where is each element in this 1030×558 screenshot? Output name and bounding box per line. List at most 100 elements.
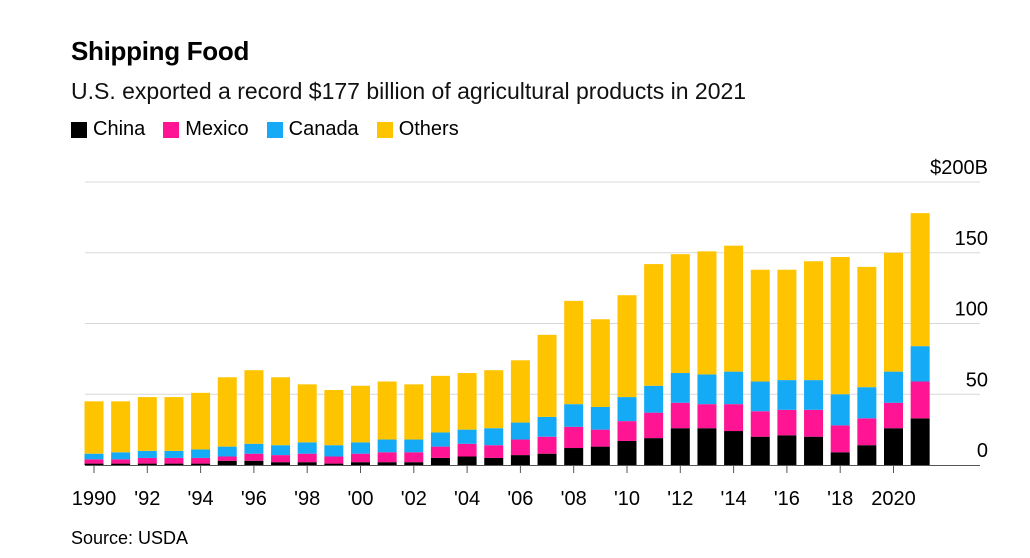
bar-canada-1992 bbox=[137, 450, 157, 458]
x-tick-label: '06 bbox=[507, 488, 533, 510]
bar-others-1993 bbox=[164, 397, 184, 451]
bar-canada-2009 bbox=[590, 406, 610, 430]
bar-others-2002 bbox=[404, 384, 424, 440]
legend: China Mexico Canada Others bbox=[71, 118, 477, 141]
legend-item-others: Others bbox=[376, 118, 459, 141]
bar-mexico-2006 bbox=[510, 439, 530, 456]
bar-china-2004 bbox=[457, 456, 477, 465]
bar-canada-2006 bbox=[510, 422, 530, 440]
bar-china-2002 bbox=[404, 462, 424, 465]
bar-mexico-2003 bbox=[430, 446, 450, 458]
bar-canada-1999 bbox=[324, 445, 344, 457]
bar-china-2016 bbox=[777, 435, 797, 465]
bar-mexico-2015 bbox=[750, 411, 770, 437]
bar-mexico-2011 bbox=[644, 412, 664, 439]
bar-canada-2007 bbox=[537, 416, 557, 437]
bar-china-1992 bbox=[137, 463, 157, 465]
bar-canada-2021 bbox=[910, 346, 930, 382]
bar-others-2004 bbox=[457, 373, 477, 430]
bar-mexico-1993 bbox=[164, 457, 184, 464]
bar-canada-2010 bbox=[617, 397, 637, 422]
chart-subtitle: U.S. exported a record $177 billion of a… bbox=[71, 78, 747, 104]
x-tick-label: 1990 bbox=[72, 488, 117, 510]
bar-canada-2020 bbox=[884, 371, 903, 403]
bar-others-2009 bbox=[590, 319, 610, 407]
bar-mexico-2004 bbox=[457, 443, 477, 457]
bar-mexico-2018 bbox=[830, 425, 850, 453]
bar-others-2017 bbox=[804, 261, 824, 381]
bar-mexico-2016 bbox=[777, 409, 797, 436]
bar-mexico-2007 bbox=[537, 436, 557, 454]
bar-china-2013 bbox=[697, 428, 717, 465]
bar-china-1993 bbox=[164, 463, 184, 465]
bar-others-1994 bbox=[191, 392, 211, 450]
bar-mexico-2020 bbox=[884, 402, 903, 429]
legend-swatch-mexico bbox=[163, 121, 180, 138]
legend-swatch-canada bbox=[266, 121, 283, 138]
bar-china-2021 bbox=[910, 418, 930, 465]
x-tick-label: '92 bbox=[134, 488, 160, 510]
bar-canada-2015 bbox=[750, 381, 770, 412]
x-tick-label: '04 bbox=[454, 488, 480, 510]
bar-china-1997 bbox=[271, 462, 291, 465]
bar-canada-2011 bbox=[644, 385, 664, 413]
bar-china-2009 bbox=[590, 446, 610, 465]
x-tick-label: '96 bbox=[241, 488, 267, 510]
legend-item-china: China bbox=[71, 118, 145, 141]
bar-others-2001 bbox=[377, 381, 397, 440]
bar-mexico-2001 bbox=[377, 452, 397, 463]
bar-others-2021 bbox=[910, 213, 930, 347]
bar-canada-2005 bbox=[484, 428, 504, 446]
y-tick-label: 100 bbox=[955, 299, 988, 321]
bar-canada-2003 bbox=[430, 432, 450, 447]
bars bbox=[84, 213, 930, 465]
bar-others-2007 bbox=[537, 334, 557, 417]
legend-label-china: China bbox=[93, 118, 146, 140]
y-tick-label: 0 bbox=[977, 440, 988, 462]
bar-canada-1994 bbox=[191, 449, 211, 458]
x-tick-label: '00 bbox=[347, 488, 373, 510]
bar-mexico-2021 bbox=[910, 381, 930, 419]
y-tick-label: 50 bbox=[966, 369, 988, 391]
bar-china-1994 bbox=[191, 463, 211, 465]
y-tick-label: 150 bbox=[955, 228, 988, 250]
bar-others-2008 bbox=[564, 300, 584, 405]
bar-canada-1990 bbox=[84, 453, 104, 460]
bar-canada-1991 bbox=[111, 452, 131, 460]
bar-china-1990 bbox=[84, 463, 104, 465]
x-tick-label: '14 bbox=[721, 488, 747, 510]
bar-canada-2019 bbox=[857, 387, 877, 419]
bar-mexico-2017 bbox=[804, 409, 824, 437]
legend-label-mexico: Mexico bbox=[185, 118, 249, 140]
x-tick-label: '08 bbox=[561, 488, 587, 510]
bar-mexico-1996 bbox=[244, 453, 264, 461]
bar-others-2012 bbox=[670, 254, 690, 374]
bar-mexico-2005 bbox=[484, 445, 504, 458]
bar-canada-2008 bbox=[564, 404, 584, 427]
x-tick-label: '02 bbox=[401, 488, 427, 510]
bar-china-2019 bbox=[857, 445, 877, 465]
bar-others-1990 bbox=[84, 401, 104, 454]
bar-mexico-2002 bbox=[404, 452, 424, 463]
bar-mexico-2019 bbox=[857, 418, 877, 446]
bar-canada-1997 bbox=[271, 445, 291, 456]
bar-china-2000 bbox=[351, 462, 370, 465]
x-tick-label: '16 bbox=[774, 488, 800, 510]
bar-others-2016 bbox=[777, 269, 797, 381]
bar-china-1995 bbox=[217, 460, 237, 465]
bar-canada-2002 bbox=[404, 439, 424, 453]
bar-canada-1996 bbox=[244, 443, 264, 454]
bar-china-2011 bbox=[644, 438, 664, 465]
bar-canada-2018 bbox=[830, 394, 850, 426]
bar-mexico-2012 bbox=[670, 402, 690, 429]
bar-canada-2014 bbox=[724, 371, 744, 405]
legend-swatch-china bbox=[71, 121, 87, 138]
bar-others-1999 bbox=[324, 390, 344, 446]
bar-china-2005 bbox=[484, 457, 504, 465]
bar-mexico-2013 bbox=[697, 404, 717, 429]
bar-others-1997 bbox=[271, 377, 291, 446]
bar-others-2015 bbox=[750, 269, 770, 382]
bar-mexico-1995 bbox=[217, 456, 237, 461]
bar-china-2001 bbox=[377, 462, 397, 465]
